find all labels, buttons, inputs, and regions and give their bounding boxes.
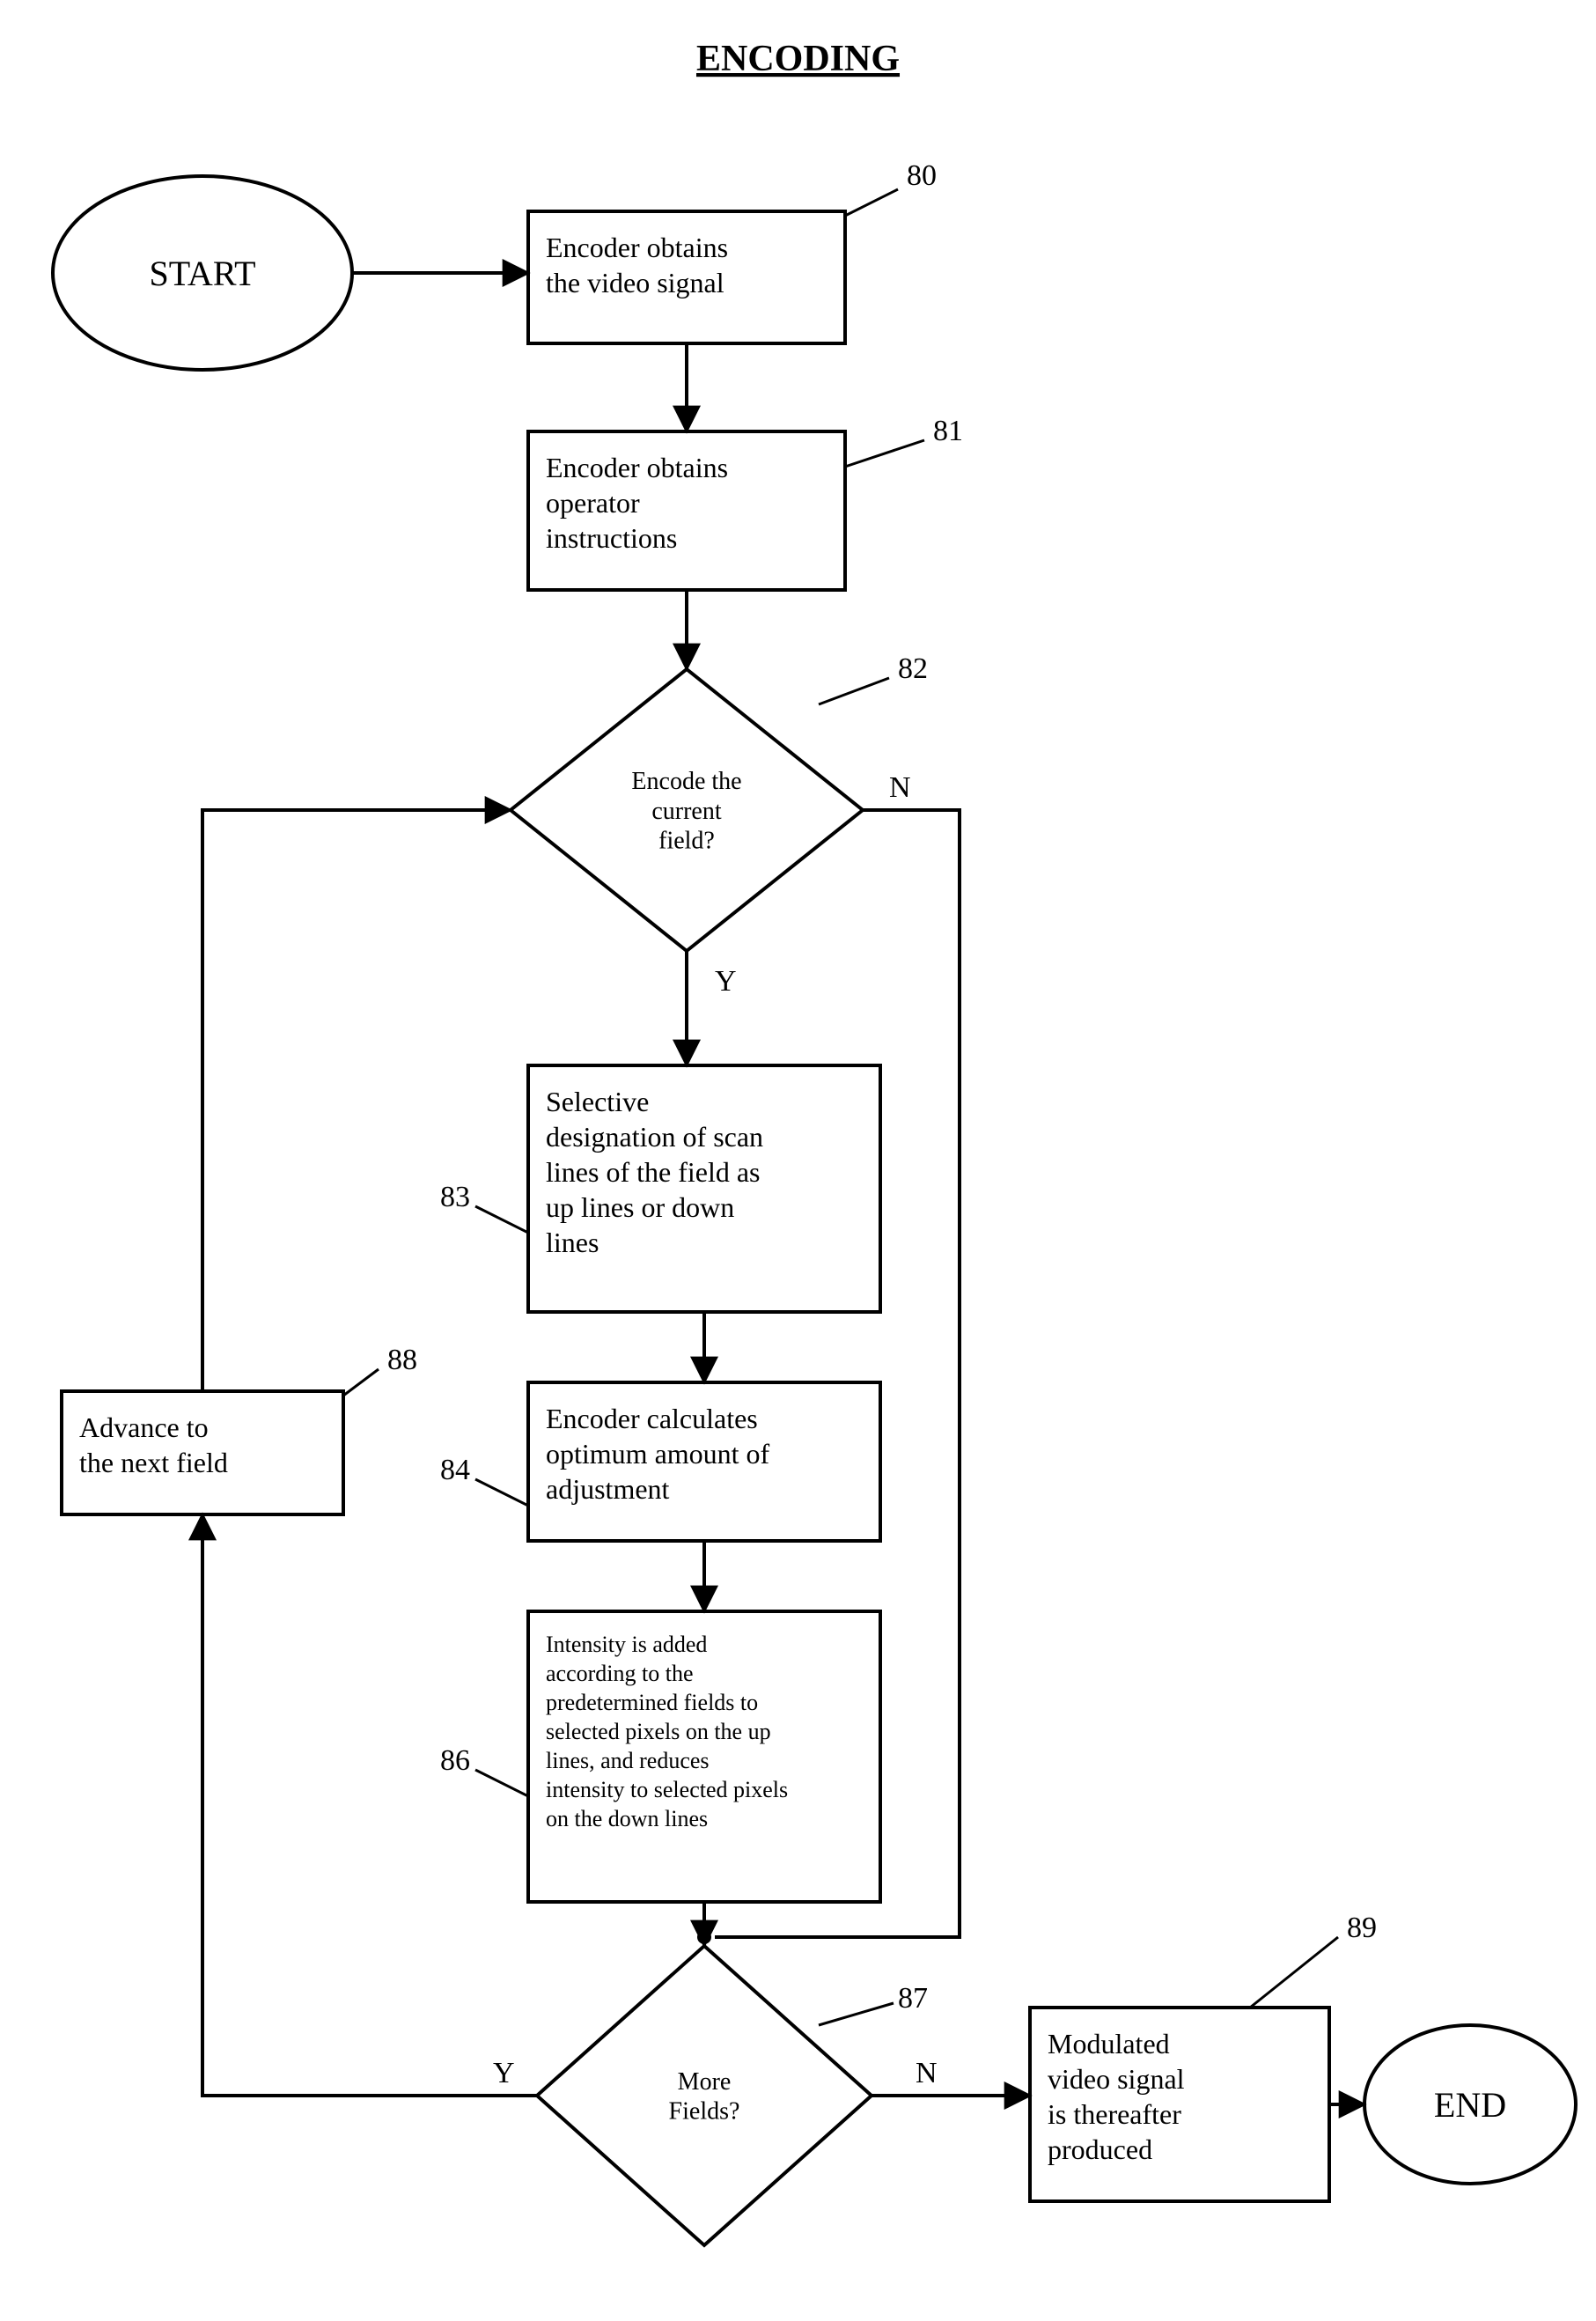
svg-text:Modulated: Modulated: [1048, 2028, 1170, 2059]
ref-label-88: 88: [387, 1344, 417, 1376]
svg-text:Encoder obtains: Encoder obtains: [546, 452, 728, 483]
svg-text:intensity to selected pixels: intensity to selected pixels: [546, 1777, 788, 1802]
edge-label: N: [889, 771, 911, 804]
ref-label-84: 84: [440, 1454, 470, 1486]
svg-text:instructions: instructions: [546, 522, 677, 554]
ref-label-89: 89: [1347, 1912, 1377, 1944]
svg-text:Selective: Selective: [546, 1086, 649, 1117]
svg-text:is thereafter: is thereafter: [1048, 2098, 1181, 2130]
edge: [202, 810, 511, 1391]
svg-text:optimum amount of: optimum amount of: [546, 1438, 770, 1470]
svg-text:operator: operator: [546, 487, 640, 519]
svg-text:up lines or down: up lines or down: [546, 1191, 734, 1223]
svg-text:on the down lines: on the down lines: [546, 1806, 708, 1831]
svg-text:lines, and reduces: lines, and reduces: [546, 1748, 710, 1773]
edge-label: N: [916, 2057, 938, 2089]
ref-label-80: 80: [907, 159, 937, 192]
svg-text:field?: field?: [658, 827, 715, 854]
ref-leader-80: [845, 189, 898, 216]
flowchart-canvas: ENCODING START Encoder obtains the video si…: [0, 0, 1596, 2321]
edge-label: Y: [715, 965, 737, 998]
svg-text:the next field: the next field: [79, 1447, 228, 1478]
start-label: START: [149, 254, 255, 293]
svg-text:Encoder calculates: Encoder calculates: [546, 1403, 758, 1434]
ref-leader-87: [819, 2003, 894, 2025]
svg-text:adjustment: adjustment: [546, 1473, 670, 1505]
svg-text:selected pixels on the up: selected pixels on the up: [546, 1719, 771, 1744]
svg-text:Encoder obtains: Encoder obtains: [546, 232, 728, 263]
edge: [202, 1514, 537, 2096]
ref-leader-82: [819, 678, 889, 704]
svg-text:the video signal: the video signal: [546, 267, 724, 298]
svg-text:produced: produced: [1048, 2133, 1152, 2165]
ref-label-82: 82: [898, 652, 928, 685]
svg-text:video signal: video signal: [1048, 2063, 1185, 2095]
end-label: END: [1434, 2085, 1506, 2125]
svg-text:designation of scan: designation of scan: [546, 1121, 763, 1153]
edge: [715, 810, 960, 1937]
svg-text:Advance to: Advance to: [79, 1411, 209, 1443]
diagram-title: ENCODING: [696, 39, 900, 79]
svg-text:predetermined fields to: predetermined fields to: [546, 1690, 758, 1715]
ref-label-87: 87: [898, 1982, 928, 2015]
ref-leader-84: [475, 1479, 528, 1506]
ref-label-83: 83: [440, 1181, 470, 1213]
ref-leader-81: [845, 440, 924, 467]
svg-text:lines: lines: [546, 1227, 599, 1258]
ref-leader-89: [1250, 1937, 1338, 2008]
ref-leader-83: [475, 1206, 528, 1233]
junction-dot: [697, 1930, 711, 1944]
svg-text:Encode the: Encode the: [631, 768, 741, 795]
ref-leader-86: [475, 1770, 528, 1796]
edge-label: Y: [493, 2057, 515, 2089]
n87-decision: [537, 1946, 872, 2245]
svg-text:current: current: [651, 798, 722, 825]
ref-label-81: 81: [933, 415, 963, 447]
ref-label-86: 86: [440, 1744, 470, 1777]
ref-leader-88: [343, 1369, 379, 1396]
svg-text:according to the: according to the: [546, 1661, 694, 1686]
svg-text:More: More: [678, 2068, 732, 2096]
svg-text:lines of the field as: lines of the field as: [546, 1156, 760, 1188]
svg-text:Intensity is added: Intensity is added: [546, 1632, 707, 1657]
svg-text:Fields?: Fields?: [669, 2098, 740, 2126]
